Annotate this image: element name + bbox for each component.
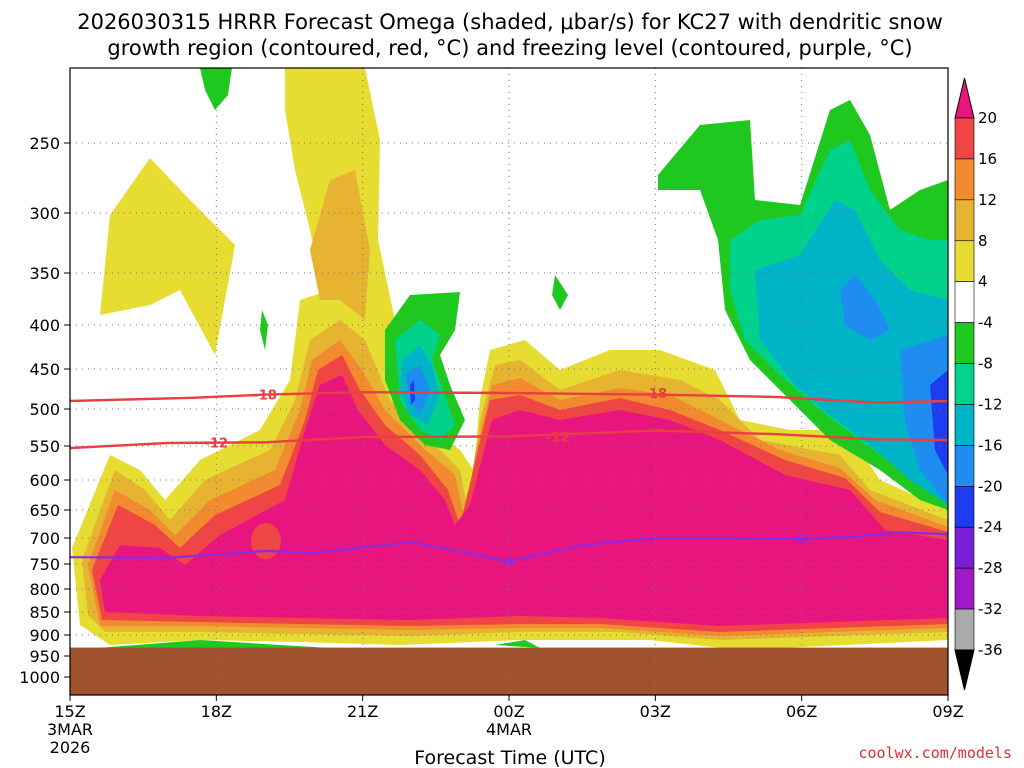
y-tick-label-350: 350 (29, 264, 60, 283)
y-tick-label-700: 700 (29, 529, 60, 548)
contour-label-2: -18 (644, 387, 668, 402)
y-tick-label-900: 900 (29, 626, 60, 645)
x-tick-label-03Z: 03Z (640, 702, 671, 721)
x-tick-label-18Z: 18Z (201, 702, 232, 721)
credit-text[interactable]: coolwx.com/models (858, 744, 1012, 762)
y-tick-label-400: 400 (29, 316, 60, 335)
colorbar-swatch-0 (954, 117, 975, 160)
x-tick-label-09Z: 09Z (932, 702, 963, 721)
colorbar-swatch-6 (954, 363, 975, 405)
x-subtick-label-00Z-0: 4MAR (486, 720, 532, 739)
colorbar-swatch-11 (954, 567, 975, 610)
colorbar-label-9: -20 (978, 477, 1003, 495)
colorbar: 20 16 12 8 4 -4 -8 -12 -16 -20 -24 -28 -32 -36 (954, 77, 1003, 691)
colorbar-label-0: 20 (978, 109, 997, 127)
x-axis-label: Forecast Time (UTC) (414, 747, 605, 768)
colorbar-swatch-7 (954, 404, 975, 446)
colorbar-bottom-triangle (954, 649, 975, 691)
colorbar-label-11: -28 (978, 559, 1003, 577)
colorbar-swatch-3 (954, 240, 975, 282)
y-tick-label-500: 500 (29, 400, 60, 419)
x-tick-label-06Z: 06Z (786, 702, 817, 721)
y-tick-label-550: 550 (29, 437, 60, 456)
colorbar-label-5: -4 (978, 314, 993, 332)
omega-shaded-field (70, 68, 948, 695)
ground-band (70, 647, 948, 695)
colorbar-label-12: -32 (978, 600, 1003, 618)
freezing-marker-1 (796, 534, 807, 544)
colorbar-swatch-2 (954, 199, 975, 242)
chart-title-line1: 2026030315 HRRR Forecast Omega (shaded, … (77, 10, 943, 34)
x-tick-label-00Z: 00Z (493, 702, 524, 721)
y-tick-label-300: 300 (29, 204, 60, 223)
x-subtick-label-15Z-0: 3MAR (47, 720, 93, 739)
colorbar-swatch-10 (954, 526, 975, 569)
y-tick-label-950: 950 (29, 647, 60, 666)
colorbar-top-triangle (954, 77, 975, 119)
colorbar-swatch-9 (954, 486, 975, 528)
grid-lines (70, 68, 948, 695)
contour-freezing (69, 531, 949, 563)
colorbar-label-13: -36 (978, 641, 1003, 659)
temperature-contours: -18 -12 -18 -12 (69, 387, 949, 567)
x-tick-label-21Z: 21Z (347, 702, 378, 721)
colorbar-label-7: -12 (978, 395, 1003, 413)
colorbar-label-4: 4 (978, 273, 988, 291)
y-axis: 250 300 350 400 450 500 550 600 650 700 750 800 850 9… (19, 134, 70, 687)
y-tick-label-850: 850 (29, 603, 60, 622)
colorbar-label-2: 12 (978, 191, 997, 209)
contour--18 (69, 390, 949, 404)
colorbar-label-6: -8 (978, 355, 993, 373)
contour-label-0: -18 (253, 389, 277, 404)
y-tick-label-450: 450 (29, 360, 60, 379)
y-tick-label-600: 600 (29, 471, 60, 490)
x-tick-label-15Z: 15Z (54, 702, 85, 721)
colorbar-label-10: -24 (978, 518, 1003, 536)
omega-shade-16-blob (251, 523, 281, 559)
y-tick-label-650: 650 (29, 501, 60, 520)
y-tick-label-750: 750 (29, 555, 60, 574)
colorbar-swatch-12 (954, 608, 975, 651)
contour-label-3: -12 (546, 430, 570, 445)
chart-title-line2: growth region (contoured, red, °C) and f… (107, 36, 912, 60)
omega-shade-20 (100, 375, 948, 626)
y-tick-label-250: 250 (29, 134, 60, 153)
colorbar-swatch-1 (954, 158, 975, 201)
colorbar-label-3: 8 (978, 232, 988, 250)
colorbar-swatch-8 (954, 445, 975, 487)
colorbar-label-8: -16 (978, 436, 1003, 454)
contour-label-1: -12 (205, 436, 229, 451)
freezing-marker-0 (504, 556, 514, 567)
colorbar-label-1: 16 (978, 150, 997, 168)
contour--12 (69, 429, 949, 450)
colorbar-swatch-5 (954, 322, 975, 364)
colorbar-swatch-4 (954, 281, 975, 323)
y-tick-label-1000: 1000 (19, 668, 60, 687)
y-tick-label-800: 800 (29, 580, 60, 599)
omega-shade-neg20 (405, 275, 948, 505)
x-subtick-label-15Z-1: 2026 (50, 738, 91, 757)
